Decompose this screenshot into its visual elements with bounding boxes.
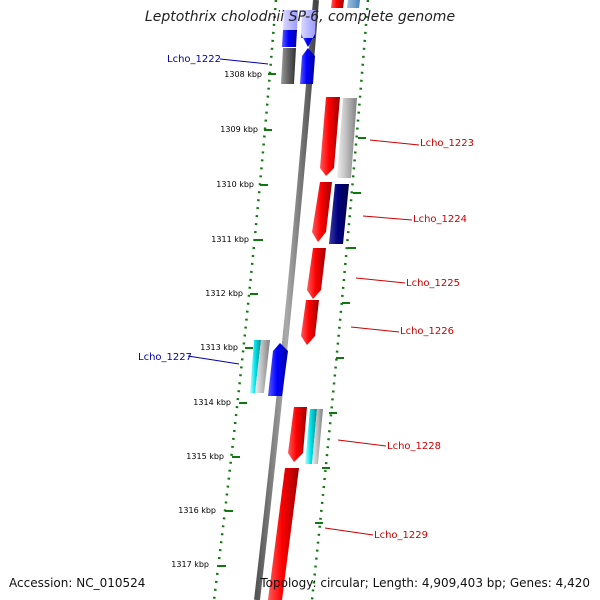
gene-lcho-1229[interactable] xyxy=(268,468,299,600)
gene-label-lcho-1223[interactable]: Lcho_1223 xyxy=(420,138,474,149)
gene-lcho-1225[interactable] xyxy=(307,248,326,299)
gene-block xyxy=(329,184,349,244)
tick-label: 1312 kbp xyxy=(205,289,243,298)
tick-label: 1317 kbp xyxy=(171,560,209,569)
tick-label: 1313 kbp xyxy=(200,343,238,352)
outer-ticks xyxy=(315,137,366,524)
gene-labels: Lcho_1222 Lcho_1223 Lcho_1224 Lcho_1225 … xyxy=(138,54,474,541)
gene-lcho-1223[interactable] xyxy=(320,97,340,176)
gene-lcho-1228[interactable] xyxy=(288,407,307,462)
gene-block xyxy=(255,340,270,393)
gene-lcho-1227[interactable] xyxy=(250,340,261,393)
gene-label-lcho-1225[interactable]: Lcho_1225 xyxy=(406,278,460,289)
gene-label-lcho-1229[interactable]: Lcho_1229 xyxy=(374,530,428,541)
leader-lines xyxy=(187,58,420,536)
gene-lcho-1224[interactable] xyxy=(312,182,332,242)
gene-block xyxy=(268,343,288,396)
inner-ticks xyxy=(218,73,276,567)
gene-label-lcho-1222[interactable]: Lcho_1222 xyxy=(167,54,221,65)
tick-label: 1311 kbp xyxy=(211,235,249,244)
top-features xyxy=(282,0,360,47)
gene-lcho-1222[interactable] xyxy=(281,48,296,84)
gene-label-lcho-1224[interactable]: Lcho_1224 xyxy=(413,214,467,225)
gene-label-lcho-1227[interactable]: Lcho_1227 xyxy=(138,352,192,363)
tick-labels: 1308 kbp 1309 kbp 1310 kbp 1311 kbp 1312… xyxy=(171,70,262,569)
forward-genes xyxy=(250,48,315,396)
gene-label-lcho-1228[interactable]: Lcho_1228 xyxy=(387,441,441,452)
tick-label: 1309 kbp xyxy=(220,125,258,134)
gene-block xyxy=(312,409,323,464)
gene-label-lcho-1226[interactable]: Lcho_1226 xyxy=(400,326,454,337)
tick-label: 1308 kbp xyxy=(224,70,262,79)
gene-lcho-1226[interactable] xyxy=(301,300,319,345)
reverse-genes xyxy=(268,97,357,600)
accession-text: Accession: NC_010524 xyxy=(9,576,146,590)
reverse-tick-ring xyxy=(310,0,370,600)
gene-block xyxy=(305,409,317,464)
tick-label: 1310 kbp xyxy=(216,180,254,189)
genome-summary-text: Topology: circular; Length: 4,909,403 bp… xyxy=(260,576,590,590)
gene-block xyxy=(337,98,357,178)
map-title: Leptothrix cholodnii SP-6, complete geno… xyxy=(144,9,456,25)
tick-label: 1316 kbp xyxy=(178,506,216,515)
tick-label: 1315 kbp xyxy=(186,452,224,461)
tick-label: 1314 kbp xyxy=(193,398,231,407)
gene-block xyxy=(300,48,315,84)
